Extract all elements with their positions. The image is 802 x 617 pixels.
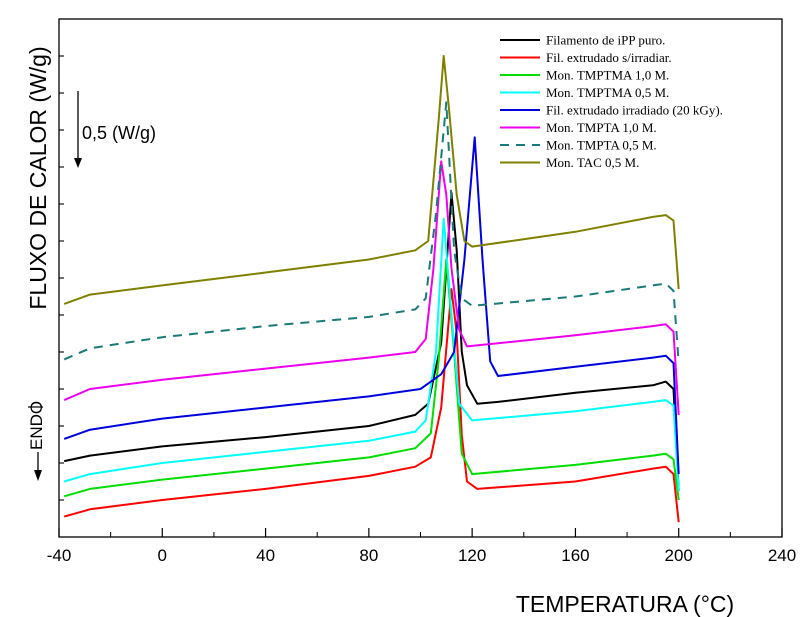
x-tick-label: -40 xyxy=(47,546,72,565)
legend-label-5: Fil. extrudado irradiado (20 kGy). xyxy=(546,103,723,118)
legend-label-3: Mon. TMPTMA 1,0 M. xyxy=(546,68,669,83)
legend-label-2: Fil. extrudado s/irradiar. xyxy=(546,50,672,65)
x-tick-label: 120 xyxy=(458,546,486,565)
x-axis-title: TEMPERATURA (°C) xyxy=(516,591,734,617)
scale-bar-arrowhead xyxy=(74,158,82,168)
y-axis-title: FLUXO DE CALOR (W/g) xyxy=(25,46,51,309)
x-tick-label: 80 xyxy=(359,546,378,565)
x-tick-label: 40 xyxy=(256,546,275,565)
legend-label-8: Mon. TAC 0,5 M. xyxy=(546,155,639,170)
scale-bar: 0,5 (W/g) xyxy=(74,91,156,168)
series-layer xyxy=(63,55,680,523)
series-line-7 xyxy=(63,101,680,364)
endo-indicator: ENDO xyxy=(27,401,46,481)
x-tick-label: 0 xyxy=(158,546,167,565)
scale-bar-label: 0,5 (W/g) xyxy=(82,123,156,143)
series-line-4 xyxy=(63,217,680,491)
legend-label-6: Mon. TMPTA 1,0 M. xyxy=(546,120,657,135)
x-tick-label: 240 xyxy=(768,546,796,565)
endo-arrowhead xyxy=(34,470,42,481)
x-tick-label: 200 xyxy=(665,546,693,565)
legend-label-4: Mon. TMPTMA 0,5 M. xyxy=(546,85,669,100)
x-axis-ticks: -40 0 40 80 120 160 200 240 xyxy=(47,528,796,565)
x-tick-label: 160 xyxy=(561,546,589,565)
series-line-6 xyxy=(63,160,680,415)
series-line-8 xyxy=(63,55,680,305)
series-line-5 xyxy=(63,136,680,475)
legend: Filamento de iPP puro. Fil. extrudado s/i… xyxy=(500,33,723,170)
series-line-1 xyxy=(63,191,680,491)
y-axis-ticks xyxy=(59,55,64,501)
legend-label-7: Mon. TMPTA 0,5 M. xyxy=(546,138,657,153)
legend-label-1: Filamento de iPP puro. xyxy=(546,33,665,48)
series-line-2 xyxy=(63,288,680,523)
endo-label: ENDO xyxy=(27,401,46,450)
